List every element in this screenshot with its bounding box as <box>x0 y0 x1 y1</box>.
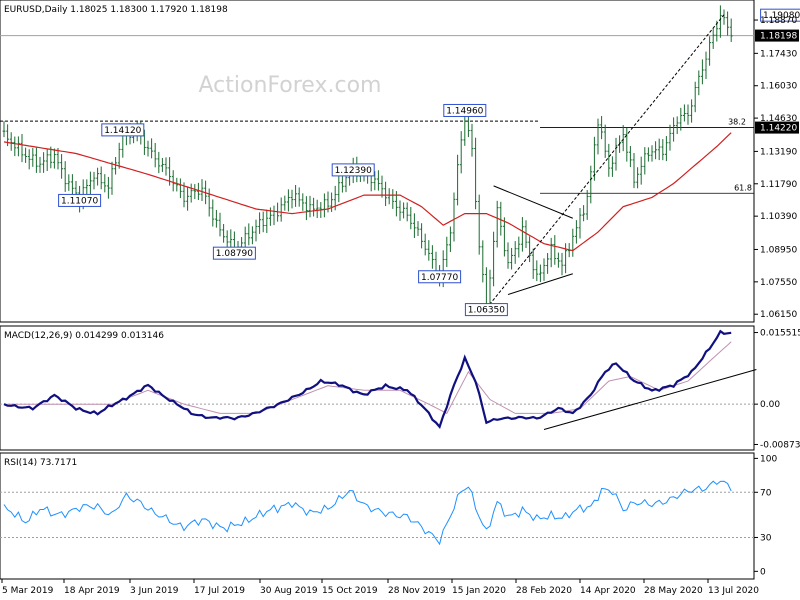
price-ytick-label: 1.07550 <box>760 278 797 288</box>
trend-dashed-line <box>486 14 725 309</box>
xtick-label: 28 Feb 2020 <box>516 586 572 596</box>
price-callout-box <box>331 163 375 177</box>
rsi-ytick-label: 30 <box>760 533 772 543</box>
price-title: EURUSD,Daily 1.18025 1.18300 1.17920 1.1… <box>4 5 228 15</box>
price-callout: 1.06350 <box>464 303 508 317</box>
price-callout-label: 1.14120 <box>104 126 141 136</box>
macd-ytick-label: 0.015515 <box>760 329 800 339</box>
axis-layer: 5 Mar 2019 18 Apr 2019 3 Jun 2019 17 Jul 20… <box>1 579 759 596</box>
macd-ytick-label: 0.00 <box>760 400 780 410</box>
xtick-label: 3 Jun 2019 <box>130 586 179 596</box>
rsi-ytick-label: 100 <box>760 454 777 464</box>
price-ytick-label: 1.18870 <box>760 16 797 26</box>
price-callout-label: 1.06350 <box>468 306 505 316</box>
xtick-label: 28 Nov 2019 <box>388 586 446 596</box>
price-ytick-label: 1.14630 <box>760 114 797 124</box>
triangle-lower-line <box>507 273 573 296</box>
price-callout-box <box>443 103 487 117</box>
xtick-label: 17 Jul 2019 <box>194 586 245 596</box>
price-callout-label: 1.12390 <box>335 166 372 176</box>
xtick-label: 30 Aug 2019 <box>260 586 318 596</box>
price-ytick-label: 1.08950 <box>760 245 797 255</box>
price-callout-label: 1.11070 <box>61 196 98 206</box>
macd-ytick-label: -0.008737 <box>760 440 800 450</box>
fib-382-label: 38.2 <box>728 118 746 127</box>
price-ytick-label: 1.13190 <box>760 147 797 157</box>
fib-618-label: 61.8 <box>734 183 752 192</box>
price-callout-label: 1.19080 <box>763 11 800 21</box>
price-callout-box <box>58 193 102 207</box>
xtick-label: 14 Apr 2020 <box>580 586 636 596</box>
macd-signal-line <box>4 341 732 415</box>
fib-level-badge <box>755 121 799 134</box>
price-panel <box>0 0 755 323</box>
macd-layer: 0.015515 0.00 -0.008737 <box>0 329 800 450</box>
xtick-label: 28 May 2020 <box>644 586 703 596</box>
watermark: ActionForex.com <box>199 73 382 98</box>
price-callout-label: 1.08790 <box>216 249 253 259</box>
macd-trendline <box>543 369 757 431</box>
macd-line <box>3 329 732 429</box>
rsi-title: RSI(14) 73.7171 <box>4 458 77 468</box>
price-callout-box <box>101 123 145 137</box>
price-callout-label: 1.14960 <box>446 106 483 116</box>
price-callout: 1.11070 <box>58 193 102 207</box>
macd-panel <box>0 325 755 451</box>
fib-level-label: 1.14220 <box>760 124 797 134</box>
price-callout: 1.12390 <box>331 163 375 177</box>
rsi-ytick-label: 70 <box>760 488 772 498</box>
moving-average-line <box>3 132 732 252</box>
rsi-line <box>3 480 732 546</box>
price-ytick-label: 1.17430 <box>760 49 797 59</box>
price-callout: 1.19080 <box>760 8 800 22</box>
price-callout: 1.14960 <box>443 103 487 117</box>
rsi-layer: 100 70 30 0 <box>0 454 777 577</box>
price-callout: 1.07770 <box>418 270 462 284</box>
price-callout-box <box>760 8 800 22</box>
price-ytick-label: 1.16030 <box>760 82 797 92</box>
price-callout: 1.08790 <box>212 246 256 260</box>
price-ytick-label: 1.06150 <box>760 310 797 320</box>
macd-title: MACD(12,26,9) 0.014299 0.013146 <box>4 331 164 341</box>
xtick-label: 15 Jan 2020 <box>452 586 506 596</box>
price-callout-box <box>212 246 256 260</box>
current-price-label: 1.18198 <box>760 32 797 42</box>
current-price-badge <box>755 29 799 42</box>
price-layer: 38.2 61.8 1.19080 1.14960 1.14120 1.12390 1.11… <box>0 5 800 320</box>
rsi-ytick-label: 0 <box>760 567 766 577</box>
price-callout-label: 1.07770 <box>421 273 458 283</box>
rsi-panel <box>0 452 755 580</box>
price-callout-box <box>464 303 508 317</box>
xtick-label: 5 Mar 2019 <box>2 586 54 596</box>
xtick-label: 13 Jul 2020 <box>708 586 759 596</box>
price-ytick-label: 1.10390 <box>760 212 797 222</box>
price-callout-box <box>418 270 462 284</box>
triangle-upper-line <box>493 185 573 219</box>
xtick-label: 15 Oct 2019 <box>322 586 378 596</box>
price-ytick-label: 1.11790 <box>760 180 797 190</box>
price-callout: 1.14120 <box>101 123 145 137</box>
xtick-label: 18 Apr 2019 <box>64 586 120 596</box>
